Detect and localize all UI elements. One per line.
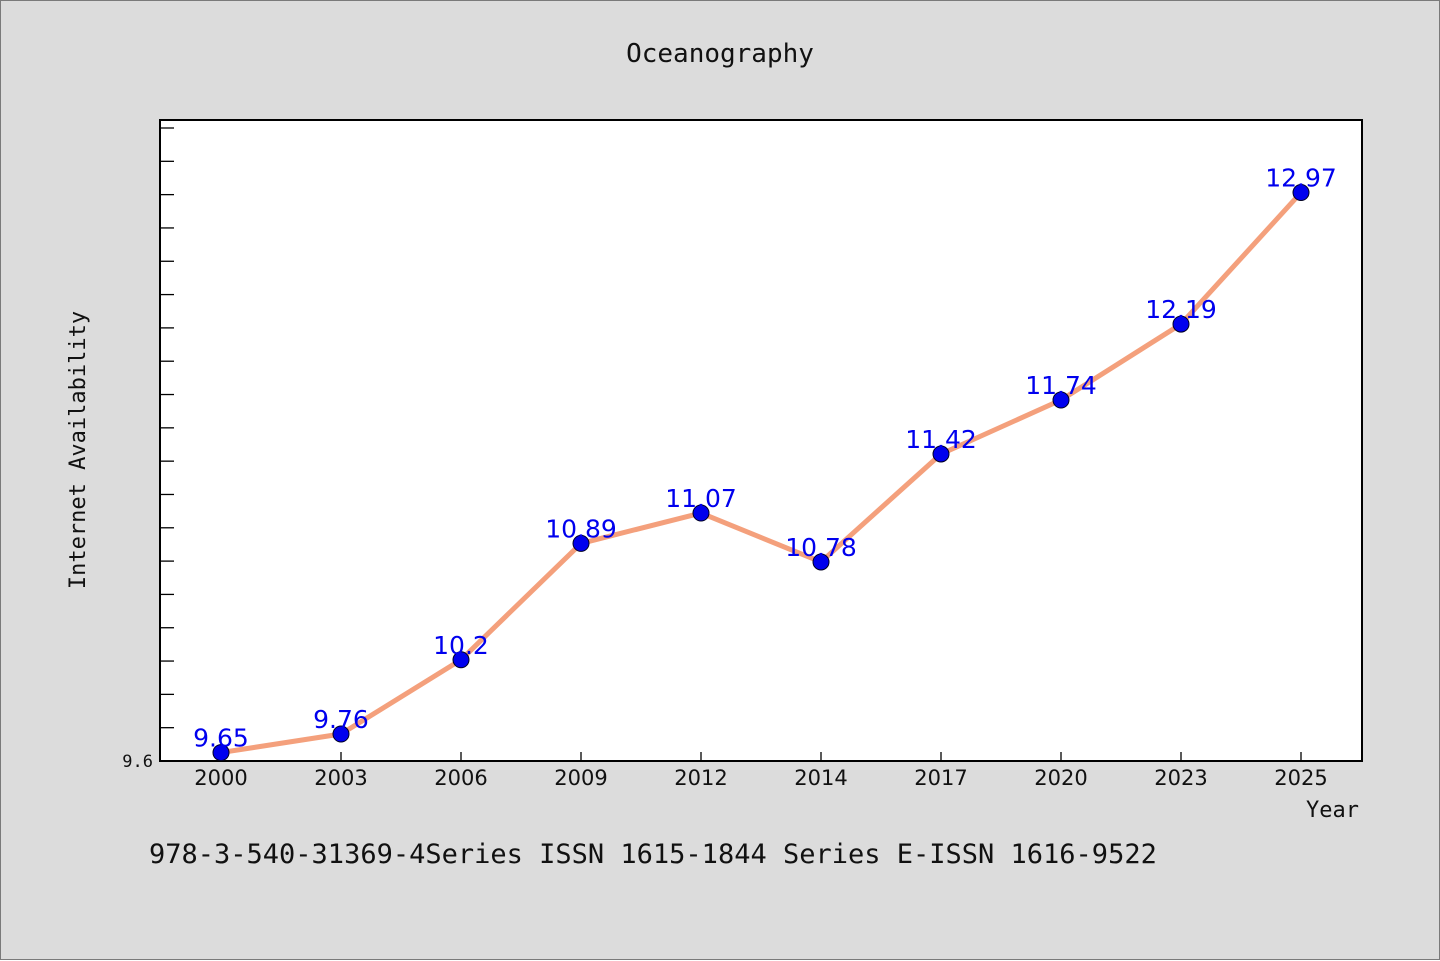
data-label: 9.76 <box>313 705 369 734</box>
data-point-marker <box>1292 184 1310 202</box>
data-label: 9.65 <box>193 724 249 753</box>
data-label: 10.89 <box>545 514 617 543</box>
data-point-marker <box>452 651 470 669</box>
y-axis-label: Internet Availability <box>66 311 91 589</box>
data-point-marker <box>1172 315 1190 333</box>
series-line <box>218 190 1304 756</box>
data-point-marker <box>572 534 590 552</box>
data-label: 10.2 <box>433 631 489 660</box>
data-point-marker <box>1052 391 1070 409</box>
data-label: 11.07 <box>665 484 737 513</box>
data-point-marker <box>692 504 710 522</box>
x-tick-label: 2000 <box>194 766 247 790</box>
y-axis-ticks <box>160 127 174 762</box>
x-axis-label: Year <box>1306 798 1359 823</box>
x-tick-label: 2020 <box>1034 766 1087 790</box>
x-tick-label: 2003 <box>314 766 367 790</box>
data-point-marker <box>212 744 230 762</box>
data-label: 12.97 <box>1265 164 1337 193</box>
x-tick-label: 2025 <box>1274 766 1327 790</box>
data-labels: 9.65 9.76 10.2 10.89 11.07 10.78 11.42 11.74 12.… <box>193 164 1337 753</box>
chart-title: Oceanography <box>626 39 814 69</box>
x-tick-label: 2012 <box>674 766 727 790</box>
data-markers <box>212 184 1310 762</box>
x-tick-label: 2006 <box>434 766 487 790</box>
data-label: 12.19 <box>1145 295 1217 324</box>
data-label: 11.74 <box>1025 371 1097 400</box>
x-axis-tick-labels: 2000 2003 2006 2009 2012 2014 2017 2020 2023 2025 <box>194 766 1327 790</box>
data-label: 11.42 <box>905 425 977 454</box>
x-tick-label: 2023 <box>1154 766 1207 790</box>
data-point-marker <box>332 725 350 743</box>
x-tick-label: 2017 <box>914 766 967 790</box>
plot-area <box>159 119 1363 762</box>
x-tick-label: 2009 <box>554 766 607 790</box>
x-tick-label: 2014 <box>794 766 847 790</box>
y-tick-label: 9.6 <box>122 752 153 772</box>
data-point-marker <box>812 553 830 571</box>
footer-isbn-text: 978-3-540-31369-4Series ISSN 1615-1844 S… <box>149 839 1157 870</box>
data-point-marker <box>932 445 950 463</box>
data-label: 10.78 <box>785 533 857 562</box>
